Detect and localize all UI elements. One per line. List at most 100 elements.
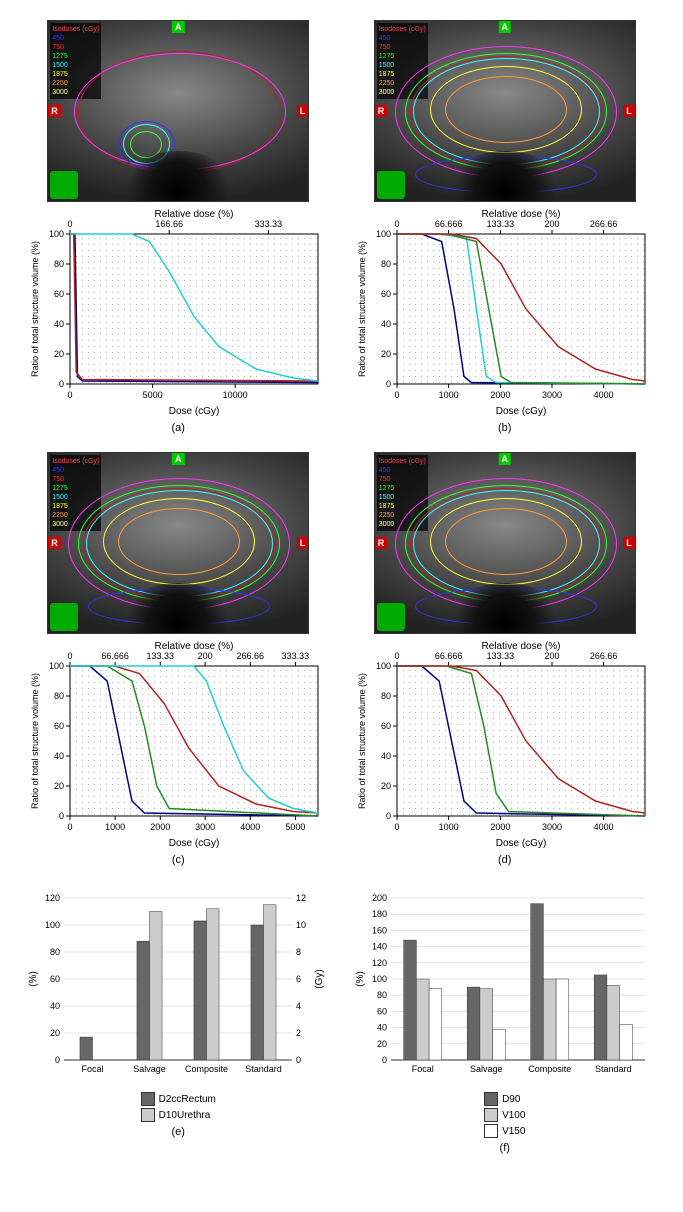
svg-text:6: 6	[296, 974, 301, 984]
svg-text:4000: 4000	[593, 390, 613, 400]
svg-text:180: 180	[372, 909, 387, 919]
svg-text:100: 100	[49, 661, 64, 671]
svg-text:Dose (cGy): Dose (cGy)	[169, 838, 220, 849]
bar-chart-e: 020406080100120024681012FocalSalvageComp…	[28, 888, 328, 1088]
svg-text:160: 160	[372, 925, 387, 935]
svg-text:120: 120	[45, 893, 60, 903]
orientation-marker: A	[499, 453, 512, 465]
svg-text:1000: 1000	[438, 822, 458, 832]
orientation-marker: A	[172, 21, 185, 33]
bar-legend: D90V100V150	[484, 1092, 525, 1138]
svg-text:Focal: Focal	[411, 1064, 433, 1074]
svg-text:140: 140	[372, 942, 387, 952]
svg-text:200: 200	[544, 651, 559, 661]
orientation-marker: L	[297, 537, 309, 549]
ultrasound-image: Isodoses (cGy)45075012751500187522503000…	[47, 452, 309, 634]
svg-text:80: 80	[377, 990, 387, 1000]
svg-text:Salvage: Salvage	[470, 1064, 503, 1074]
svg-text:0: 0	[68, 651, 73, 661]
svg-text:80: 80	[50, 947, 60, 957]
svg-text:3000: 3000	[195, 822, 215, 832]
svg-text:20: 20	[54, 781, 64, 791]
svg-text:266.66: 266.66	[590, 219, 618, 229]
svg-text:10: 10	[296, 920, 306, 930]
dvh-chart: 02040608010005000100000166.66333.33Ratio…	[28, 208, 328, 418]
svg-text:4: 4	[296, 1001, 301, 1011]
svg-text:40: 40	[54, 751, 64, 761]
svg-text:0: 0	[394, 219, 399, 229]
svg-text:20: 20	[377, 1039, 387, 1049]
svg-text:100: 100	[372, 974, 387, 984]
svg-text:100: 100	[376, 229, 391, 239]
svg-text:(%): (%)	[355, 971, 366, 987]
svg-text:Ratio of total structure volum: Ratio of total structure volume (%)	[30, 241, 40, 377]
orientation-marker: A	[499, 21, 512, 33]
svg-text:0: 0	[296, 1055, 301, 1065]
svg-text:66.666: 66.666	[435, 219, 463, 229]
svg-text:40: 40	[381, 319, 391, 329]
svg-text:20: 20	[54, 349, 64, 359]
svg-text:60: 60	[381, 289, 391, 299]
svg-text:40: 40	[50, 1001, 60, 1011]
panel-f: 020406080100120140160180200FocalSalvageC…	[347, 888, 664, 1162]
ultrasound-image: Isodoses (cGy)45075012751500187522503000…	[47, 20, 309, 202]
svg-text:(%): (%)	[28, 971, 39, 987]
caption: (d)	[498, 854, 511, 866]
svg-text:333.33: 333.33	[282, 651, 310, 661]
svg-text:Relative dose (%): Relative dose (%)	[155, 641, 234, 652]
caption: (a)	[172, 422, 185, 434]
orientation-cube-icon	[50, 603, 78, 631]
orientation-marker: L	[623, 537, 635, 549]
svg-text:4000: 4000	[241, 822, 261, 832]
orientation-cube-icon	[377, 171, 405, 199]
caption: (b)	[498, 422, 511, 434]
ultrasound-image: Isodoses (cGy)45075012751500187522503000…	[374, 452, 636, 634]
caption: (c)	[172, 854, 185, 866]
svg-text:100: 100	[45, 920, 60, 930]
svg-text:133.33: 133.33	[147, 651, 175, 661]
svg-text:0: 0	[68, 822, 73, 832]
svg-text:333.33: 333.33	[255, 219, 283, 229]
svg-text:2: 2	[296, 1028, 301, 1038]
svg-text:80: 80	[54, 691, 64, 701]
svg-text:3000: 3000	[542, 390, 562, 400]
svg-text:Dose (cGy): Dose (cGy)	[495, 838, 546, 849]
svg-text:80: 80	[381, 259, 391, 269]
svg-text:3000: 3000	[542, 822, 562, 832]
svg-text:1000: 1000	[438, 390, 458, 400]
svg-text:166.66: 166.66	[156, 219, 184, 229]
orientation-marker: R	[375, 105, 388, 117]
svg-text:0: 0	[394, 822, 399, 832]
svg-text:(Gy): (Gy)	[314, 969, 325, 988]
svg-text:0: 0	[382, 1055, 387, 1065]
svg-text:Relative dose (%): Relative dose (%)	[155, 209, 234, 220]
svg-text:0: 0	[55, 1055, 60, 1065]
orientation-marker: L	[623, 105, 635, 117]
svg-text:Ratio of total structure volum: Ratio of total structure volume (%)	[357, 241, 367, 377]
svg-text:66.666: 66.666	[435, 651, 463, 661]
svg-text:60: 60	[381, 721, 391, 731]
svg-text:0: 0	[386, 379, 391, 389]
svg-text:2000: 2000	[151, 822, 171, 832]
svg-text:Ratio of total structure volum: Ratio of total structure volume (%)	[357, 673, 367, 809]
svg-text:80: 80	[381, 691, 391, 701]
svg-text:Standard: Standard	[245, 1064, 282, 1074]
svg-text:60: 60	[377, 1006, 387, 1016]
svg-text:Standard: Standard	[595, 1064, 632, 1074]
svg-text:Focal: Focal	[82, 1064, 104, 1074]
svg-text:100: 100	[49, 229, 64, 239]
svg-text:12: 12	[296, 893, 306, 903]
svg-text:Dose (cGy): Dose (cGy)	[495, 406, 546, 417]
svg-text:266.66: 266.66	[237, 651, 265, 661]
svg-text:200: 200	[372, 893, 387, 903]
dvh-chart: 02040608010001000200030004000066.666133.…	[355, 208, 655, 418]
svg-text:Dose (cGy): Dose (cGy)	[169, 406, 220, 417]
svg-text:60: 60	[54, 721, 64, 731]
orientation-marker: R	[48, 105, 61, 117]
ultrasound-image: Isodoses (cGy)45075012751500187522503000…	[374, 20, 636, 202]
panel-c: Isodoses (cGy)45075012751500187522503000…	[20, 452, 337, 874]
svg-text:0: 0	[394, 651, 399, 661]
svg-text:133.33: 133.33	[486, 651, 514, 661]
orientation-marker: L	[297, 105, 309, 117]
svg-text:5000: 5000	[286, 822, 306, 832]
